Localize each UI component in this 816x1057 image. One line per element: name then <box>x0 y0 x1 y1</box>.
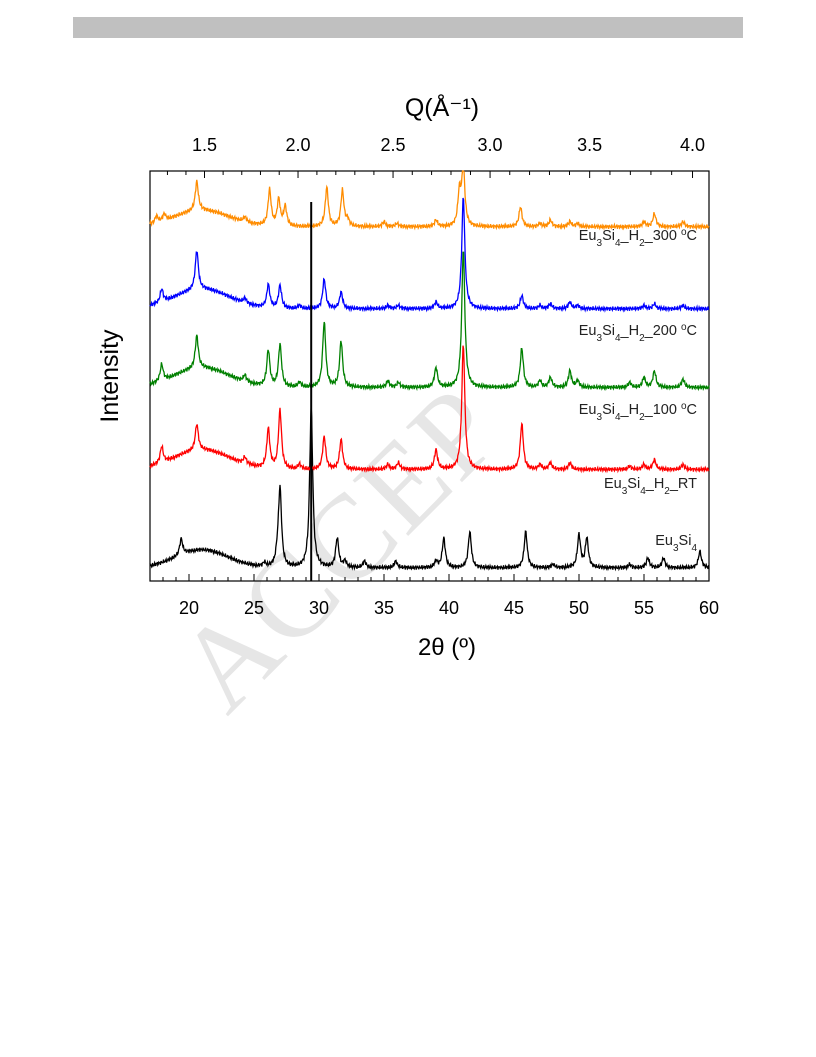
top-tick-label: 2.5 <box>381 135 406 155</box>
top-tick-label: 3.5 <box>577 135 602 155</box>
series-label: Eu3Si4_H2_RT <box>604 476 697 497</box>
series-label: Eu3Si4_H2_300 oC <box>579 227 697 249</box>
top-tick-label: 4.0 <box>680 135 705 155</box>
x-tick-label: 60 <box>699 598 719 618</box>
top-tick-label: 1.5 <box>192 135 217 155</box>
top-tick-label: 3.0 <box>478 135 503 155</box>
series-layer <box>149 170 710 581</box>
series-label: Eu3Si4_H2_100 oC <box>579 401 697 423</box>
top-axis: 1.5 2.0 2.5 3.0 3.5 4.0 <box>166 135 705 178</box>
plot-frame <box>149 170 710 582</box>
x-tick-label: 50 <box>569 598 589 618</box>
x-tick-label: 35 <box>374 598 394 618</box>
y-axis-title: Intensity <box>96 329 124 423</box>
series-line <box>149 251 710 392</box>
x-tick-label: 30 <box>309 598 329 618</box>
x-tick-label: 20 <box>179 598 199 618</box>
series-labels: Eu3Si4 Eu3Si4_H2_RT Eu3Si4_H2_100 oC Eu3Si4… <box>579 227 698 554</box>
top-axis-title: Q(Å⁻¹) <box>405 92 479 122</box>
x-tick-label: 25 <box>244 598 264 618</box>
series-line <box>149 406 710 572</box>
series-label: Eu3Si4_H2_200 oC <box>579 322 697 344</box>
top-tick-label: 2.0 <box>286 135 311 155</box>
x-axis: 20 25 30 35 40 45 50 55 60 <box>162 574 719 618</box>
x-tick-label: 40 <box>439 598 459 618</box>
series-line <box>149 170 710 231</box>
series-line <box>149 197 710 313</box>
x-tick-label: 45 <box>504 598 524 618</box>
x-axis-title: 2θ (º) <box>418 634 476 661</box>
x-tick-label: 55 <box>634 598 654 618</box>
header-bar <box>73 17 743 38</box>
series-label: Eu3Si4 <box>655 533 697 554</box>
series-line <box>149 345 710 474</box>
